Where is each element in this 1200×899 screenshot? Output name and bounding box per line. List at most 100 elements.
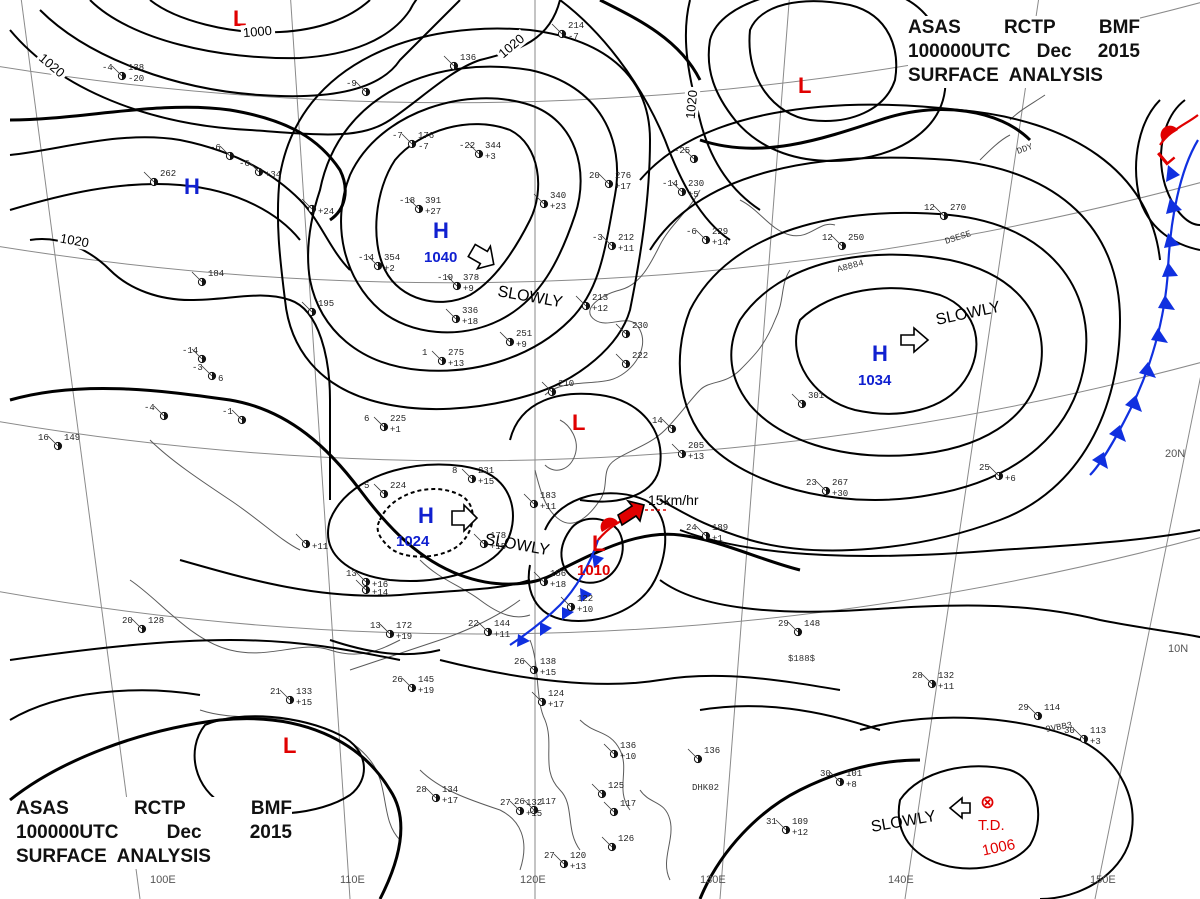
grid-label-layer: 100E 110E 120E 130E 140E 150E 20N 10N bbox=[150, 448, 1188, 886]
station-tendency: +24 bbox=[318, 207, 334, 217]
high-pressure-marker: H bbox=[433, 218, 449, 243]
station-tendency: +13 bbox=[688, 452, 704, 462]
movement-arrow bbox=[900, 326, 930, 354]
station-pressure: 117 bbox=[620, 799, 636, 809]
station-pressure: 176 bbox=[418, 131, 434, 141]
station-tendency: +3 bbox=[485, 152, 496, 162]
station-pressure: 229 bbox=[712, 227, 728, 237]
station-temp: 12 bbox=[822, 233, 833, 243]
cold-front-east bbox=[1089, 139, 1199, 476]
station-pressure: 120 bbox=[570, 851, 586, 861]
station-temp: 26 bbox=[514, 797, 525, 807]
station-plot: 117 bbox=[603, 799, 636, 817]
movement-arrow bbox=[948, 796, 971, 820]
station-temp: 20 bbox=[122, 616, 133, 626]
station-pressure: 134 bbox=[442, 785, 458, 795]
high-pressure-marker: H bbox=[872, 341, 888, 366]
station-pressure: 172 bbox=[396, 621, 412, 631]
station-pressure: 222 bbox=[632, 351, 648, 361]
station-plot: 125 bbox=[591, 781, 624, 799]
station-id: 9VBB3 bbox=[1045, 720, 1073, 735]
station-plot: 22 144+11 bbox=[468, 619, 510, 640]
station-pressure: 149 bbox=[64, 433, 80, 443]
station-temp: -22 bbox=[459, 141, 475, 151]
station-plot: +14 bbox=[355, 579, 388, 598]
station-plot: -22 344+3 bbox=[459, 141, 501, 162]
station-pressure: 270 bbox=[950, 203, 966, 213]
station-tendency: +17 bbox=[442, 796, 458, 806]
station-plot: 28 132+11 bbox=[912, 671, 954, 692]
station-pressure: 144 bbox=[494, 619, 510, 629]
station-plot: -3 6 bbox=[192, 363, 223, 384]
station-plot: 29 114 bbox=[1018, 703, 1060, 721]
station-tendency: +15 bbox=[526, 809, 542, 819]
station-temp: 28 bbox=[912, 671, 923, 681]
low-pressure-marker: L bbox=[798, 73, 811, 98]
header-year: 2015 bbox=[249, 822, 292, 843]
station-temp: 13 bbox=[370, 621, 381, 631]
station-temp: 5 bbox=[364, 481, 369, 491]
longitude-label: 110E bbox=[340, 874, 365, 886]
station-temp: -3 bbox=[592, 233, 603, 243]
station-temp: 1 bbox=[422, 348, 427, 358]
station-plot: 12 270 bbox=[924, 203, 966, 221]
station-temp: 27 bbox=[500, 798, 511, 808]
station-plot: -7 176-7 bbox=[392, 131, 434, 152]
header-code: ASAS bbox=[908, 17, 961, 38]
station-plot: +11 bbox=[295, 533, 328, 552]
longitude-label: 150E bbox=[1090, 874, 1116, 886]
station-temp: 13 bbox=[346, 569, 357, 579]
station-id: DHK02 bbox=[692, 783, 719, 793]
station-tendency: +2 bbox=[384, 264, 395, 274]
station-plot: +24 bbox=[301, 198, 334, 217]
station-temp: 20 bbox=[589, 171, 600, 181]
station-pressure: 113 bbox=[1090, 726, 1106, 736]
station-tendency: +13 bbox=[570, 862, 586, 872]
station-tendency: +1 bbox=[390, 425, 401, 435]
station-plot: 222 bbox=[615, 351, 648, 369]
longitude-label: 100E bbox=[150, 874, 176, 886]
movement-label: 15km/hr bbox=[648, 492, 699, 508]
cold-front-south bbox=[509, 539, 600, 646]
station-pressure: 124 bbox=[548, 689, 564, 699]
station-plot: 31 109+12 bbox=[766, 817, 808, 838]
isobar-label: 1020 bbox=[59, 231, 90, 251]
station-plot: 136+10 bbox=[603, 741, 636, 762]
station-pressure: 195 bbox=[318, 299, 334, 309]
station-plot: -6 229+14 bbox=[686, 227, 728, 248]
station-temp: -25 bbox=[674, 146, 690, 156]
station-temp: -1 bbox=[222, 407, 233, 417]
station-tendency: +17 bbox=[548, 700, 564, 710]
station-tendency: +30 bbox=[832, 489, 848, 499]
isobars bbox=[9, 0, 1200, 899]
station-temp: -4 bbox=[102, 63, 113, 73]
station-pressure: 231 bbox=[478, 466, 494, 476]
station-tendency: +11 bbox=[540, 502, 556, 512]
td-symbol: ⊗ bbox=[980, 792, 995, 813]
station-plot: -6 bbox=[210, 143, 235, 161]
station-pressure: 230 bbox=[632, 321, 648, 331]
station-plot: -14 354+2 bbox=[358, 253, 400, 274]
station-plot: 30 113+3 bbox=[1064, 726, 1106, 747]
station-pressure: 184 bbox=[208, 269, 224, 279]
latitude-label: 10N bbox=[1168, 643, 1188, 655]
station-temp: 26 bbox=[514, 657, 525, 667]
latitude-label: 20N bbox=[1165, 448, 1185, 460]
station-tendency: +9 bbox=[463, 284, 474, 294]
station-tendency: +19 bbox=[396, 632, 412, 642]
station-tendency: +15 bbox=[490, 542, 506, 552]
station-temp: -7 bbox=[392, 131, 403, 141]
td-pressure: 1006 bbox=[981, 836, 1017, 860]
station-temp: 23 bbox=[806, 478, 817, 488]
station-plot: 26 145+19 bbox=[392, 675, 434, 696]
pressure-value: 1040 bbox=[424, 249, 457, 266]
station-pressure: 212 bbox=[618, 233, 634, 243]
station-temp: 6 bbox=[364, 414, 369, 424]
station-plot: 6 225+1 bbox=[364, 414, 406, 435]
station-pressure: 275 bbox=[448, 348, 464, 358]
station-plot: -14 230+5 bbox=[662, 179, 704, 200]
station-plot: 24 189+1 bbox=[686, 523, 728, 544]
header-code: ASAS bbox=[16, 798, 69, 819]
